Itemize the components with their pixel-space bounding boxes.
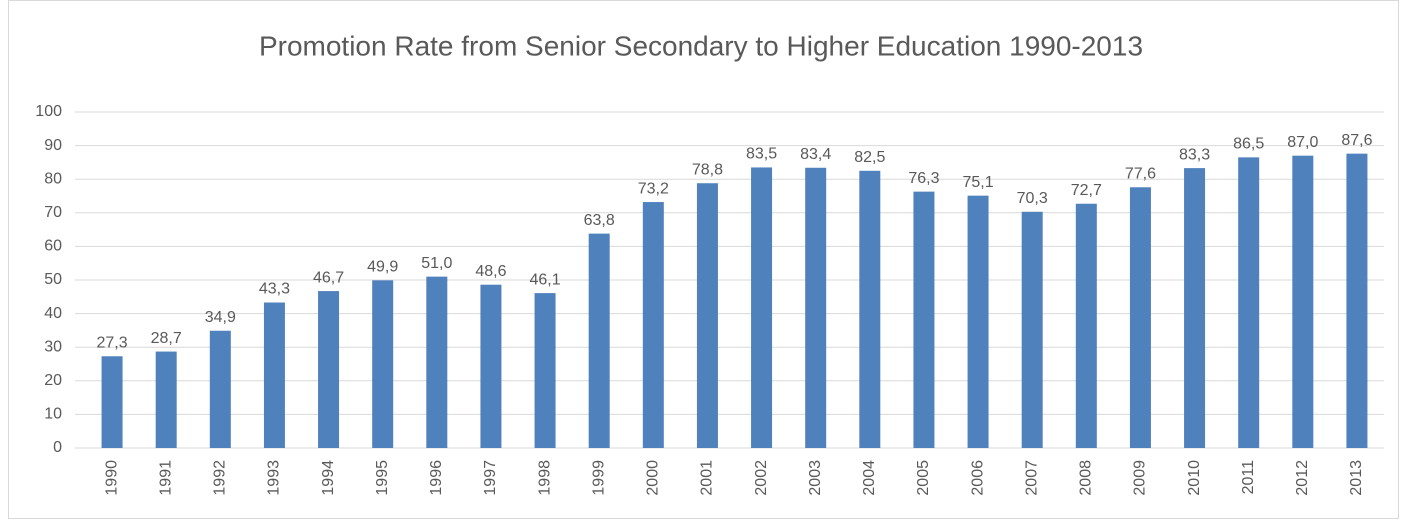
value-label: 87,6 — [1341, 132, 1372, 149]
value-label: 34,9 — [205, 309, 236, 326]
x-tick-label: 1997 — [482, 460, 499, 496]
x-tick-label: 2001 — [699, 460, 716, 496]
value-label: 43,3 — [259, 281, 290, 298]
bar — [913, 191, 935, 448]
chart-title: Promotion Rate from Senior Secondary to … — [259, 30, 1143, 61]
value-label: 83,5 — [746, 146, 777, 163]
x-tick-label: 1991 — [157, 460, 174, 496]
bar — [967, 195, 989, 448]
value-label: 27,3 — [96, 334, 127, 351]
x-tick-label: 1995 — [374, 460, 391, 496]
y-tick-label: 70 — [44, 204, 62, 221]
bar — [318, 291, 340, 448]
y-tick-label: 50 — [44, 271, 62, 288]
bar — [534, 293, 556, 448]
x-tick-label: 1994 — [320, 460, 337, 496]
bar — [696, 183, 718, 448]
x-tick-label: 2009 — [1132, 460, 1149, 496]
bar — [209, 330, 231, 448]
bar — [480, 284, 502, 448]
x-tick-label: 2011 — [1240, 460, 1257, 495]
value-label: 76,3 — [908, 170, 939, 187]
value-label: 70,3 — [1017, 190, 1048, 207]
y-tick-label: 40 — [44, 305, 62, 322]
x-tick-label: 2000 — [645, 460, 662, 496]
bar — [263, 302, 285, 448]
value-label: 73,2 — [638, 180, 669, 197]
y-tick-label: 90 — [44, 137, 62, 154]
x-tick-label: 2008 — [1078, 460, 1095, 496]
value-label: 75,1 — [962, 174, 993, 191]
value-label: 78,8 — [692, 161, 723, 178]
x-tick-label: 2010 — [1186, 460, 1203, 496]
bar — [859, 170, 881, 449]
y-tick-label: 60 — [44, 238, 62, 255]
value-label: 83,3 — [1179, 146, 1210, 163]
value-label: 48,6 — [475, 263, 506, 280]
x-tick-label: 1996 — [428, 460, 445, 496]
value-label: 46,7 — [313, 269, 344, 286]
value-label: 72,7 — [1071, 182, 1102, 199]
bar — [1238, 157, 1260, 449]
bar — [1075, 203, 1097, 448]
bar — [155, 351, 177, 448]
bar — [1346, 153, 1368, 448]
value-label: 46,1 — [529, 271, 560, 288]
x-tick-label: 2003 — [807, 460, 824, 496]
bar — [588, 233, 610, 448]
x-tick-label: 2012 — [1294, 460, 1311, 496]
y-tick-label: 100 — [35, 103, 62, 120]
bar — [642, 202, 664, 448]
x-tick-label: 1999 — [590, 460, 607, 496]
x-tick-label: 2007 — [1023, 460, 1040, 496]
x-tick-label: 1998 — [536, 460, 553, 496]
x-tick-label: 2002 — [753, 460, 770, 496]
bar — [1129, 187, 1151, 448]
bar — [1184, 168, 1206, 448]
x-tick-label: 2004 — [861, 460, 878, 496]
bar — [101, 356, 123, 448]
bar — [805, 167, 827, 448]
bar — [1292, 155, 1314, 448]
value-label: 49,9 — [367, 259, 398, 276]
bar — [1021, 211, 1043, 448]
value-label: 63,8 — [584, 212, 615, 229]
value-label: 77,6 — [1125, 165, 1156, 182]
x-tick-label: 2013 — [1348, 460, 1365, 496]
value-label: 86,5 — [1233, 136, 1264, 153]
value-label: 28,7 — [151, 330, 182, 347]
x-tick-label: 2006 — [969, 460, 986, 496]
y-tick-label: 20 — [44, 372, 62, 389]
value-label: 83,4 — [800, 146, 831, 163]
value-label: 51,0 — [421, 255, 452, 272]
x-tick-label: 1990 — [103, 460, 120, 496]
y-tick-label: 80 — [44, 170, 62, 187]
x-tick-label: 1992 — [212, 460, 229, 496]
bar — [426, 276, 448, 448]
x-tick-label: 1993 — [266, 460, 283, 496]
y-tick-label: 0 — [53, 439, 62, 456]
y-tick-label: 10 — [44, 406, 62, 423]
y-tick-label: 30 — [44, 338, 62, 355]
bar — [372, 280, 394, 448]
bar — [751, 167, 773, 448]
value-label: 87,0 — [1287, 134, 1318, 151]
value-label: 82,5 — [854, 149, 885, 166]
x-tick-label: 2005 — [915, 460, 932, 496]
